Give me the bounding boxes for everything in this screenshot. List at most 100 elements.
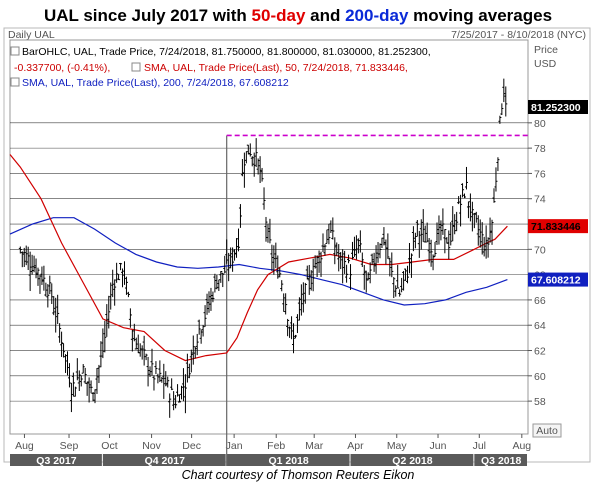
ohlc-bar: [354, 235, 358, 260]
ohlc-bar: [409, 253, 413, 278]
ohlc-bar: [482, 236, 486, 257]
ohlc-bar: [382, 227, 386, 246]
ohlc-bar: [341, 249, 345, 284]
ohlc-bar: [124, 276, 128, 295]
ohlc-bar: [36, 267, 40, 286]
ohlc-bar: [380, 237, 384, 248]
ohlc-bar: [443, 229, 447, 254]
ohlc-bar: [301, 282, 305, 313]
ohlc-bar: [150, 348, 154, 376]
ohlc-bar: [44, 282, 48, 297]
ohlc-bar: [461, 183, 465, 198]
ohlc-bar: [193, 346, 197, 359]
ohlc-bar: [384, 239, 388, 265]
ohlc-bar: [238, 204, 242, 228]
ohlc-bar: [472, 212, 476, 229]
ohlc-bar: [476, 215, 480, 246]
ohlc-bar: [364, 270, 368, 293]
ohlc-bar: [488, 217, 492, 243]
ohlc-bar: [468, 193, 472, 222]
quarter-band: [350, 454, 474, 466]
ohlc-bar: [215, 274, 219, 290]
ohlc-bar: [50, 283, 54, 305]
quarter-label: Q3 2017: [36, 455, 76, 467]
ohlc-bar: [400, 277, 404, 293]
ohlc-bar: [225, 239, 229, 264]
title-ticker: UAL: [43, 6, 79, 25]
quarter-band: [102, 454, 226, 466]
quarter-band: [226, 454, 350, 466]
ohlc-bar: [315, 255, 319, 277]
ohlc-bar: [417, 230, 421, 258]
ohlc-bar: [172, 391, 176, 411]
ohlc-bar: [345, 264, 349, 283]
ohlc-bar: [339, 252, 343, 270]
ohlc-bar: [233, 249, 237, 261]
ohlc-bar: [478, 219, 482, 248]
ohlc-bar: [309, 270, 313, 291]
sma50-value-tag: 71.833446: [531, 221, 581, 233]
ohlc-bar: [449, 222, 453, 246]
ohlc-bar: [211, 291, 215, 303]
ohlc-bar: [213, 273, 217, 293]
ohlc-bar: [333, 237, 337, 265]
x-tick-label: Jul: [473, 440, 486, 452]
ohlc-bar: [77, 370, 81, 391]
ohlc-bar: [270, 244, 274, 271]
ohlc-bar: [492, 188, 496, 203]
ohlc-bar: [113, 279, 117, 306]
ohlc-bar: [272, 245, 276, 275]
ohlc-bar: [56, 294, 60, 324]
title-text-3: moving averages: [408, 6, 553, 25]
chart-frame: [3, 27, 591, 463]
ohlc-bar: [360, 252, 364, 267]
ohlc-bar: [46, 284, 50, 308]
ohlc-bar: [67, 363, 71, 388]
ohlc-bar: [101, 328, 105, 359]
ohlc-bar: [329, 220, 333, 233]
legend-swatch-icon: [10, 77, 20, 87]
plot-area: [9, 39, 529, 435]
ohlc-bar: [158, 360, 162, 383]
ohlc-bar: [260, 167, 264, 182]
ohlc-bar: [311, 258, 315, 292]
ohlc-bar: [246, 144, 250, 155]
x-tick-label: Mar: [305, 440, 324, 452]
ohlc-bar: [453, 214, 457, 235]
x-tick-label: Sep: [60, 440, 79, 452]
ohlc-bar: [321, 233, 325, 253]
frame-label: Daily UAL: [8, 29, 55, 41]
legend-entry: BarOHLC, UAL, Trade Price, 7/24/2018, 81…: [22, 46, 431, 58]
ohlc-bar: [203, 305, 207, 327]
ohlc-bar: [162, 363, 166, 399]
ohlc-bar: [252, 152, 256, 177]
ohlc-bar: [189, 349, 193, 373]
x-tick-label: Dec: [182, 440, 201, 452]
ohlc-bar: [71, 372, 75, 397]
y-tick-label: 80: [534, 118, 546, 130]
ohlc-bar: [109, 282, 113, 310]
ohlc-bar: [73, 386, 77, 397]
ohlc-bar: [62, 343, 66, 358]
y-tick-label: 70: [534, 244, 546, 256]
ohlc-bar: [356, 238, 360, 254]
ohlc-bar: [156, 373, 160, 384]
ohlc-bar: [128, 308, 132, 328]
x-tick-label: Nov: [142, 440, 161, 452]
ohlc-bar: [235, 238, 239, 258]
ohlc-bar: [427, 238, 431, 263]
ohlc-bar: [52, 296, 56, 316]
ohlc-bar: [64, 354, 68, 373]
ohlc-bar: [85, 381, 89, 396]
ohlc-bar: [138, 343, 142, 357]
title-200-day: 200-day: [345, 6, 409, 25]
ohlc-bar: [231, 247, 235, 272]
ohlc-bar: [366, 272, 370, 281]
ohlc-bar: [81, 364, 85, 374]
ohlc-bar: [307, 264, 311, 295]
y-tick-label: 78: [534, 143, 546, 155]
last-price-tag-bg: [528, 99, 588, 114]
ohlc-bar: [18, 246, 22, 254]
auto-scale-button: [532, 423, 562, 438]
